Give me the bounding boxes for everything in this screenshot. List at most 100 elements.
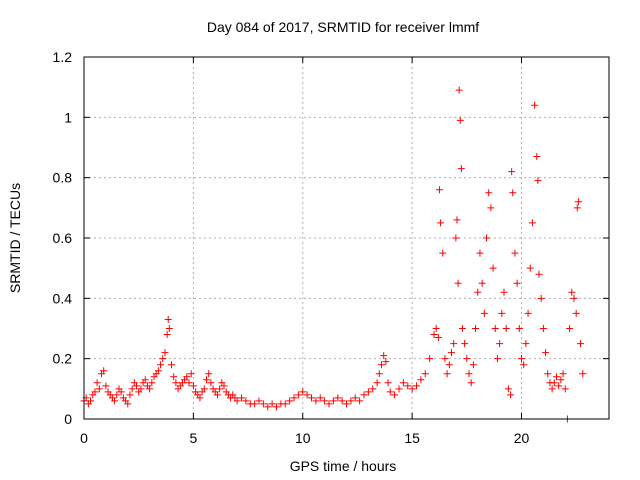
y-tick-label: 0 bbox=[64, 411, 72, 427]
data-point bbox=[154, 367, 162, 375]
y-tick-label: 1 bbox=[64, 109, 72, 125]
data-point bbox=[469, 361, 477, 369]
data-point bbox=[504, 385, 512, 393]
data-point bbox=[522, 340, 530, 348]
chart-title: Day 084 of 2017, SRMTID for receiver lmm… bbox=[207, 19, 479, 35]
data-point bbox=[213, 391, 221, 399]
data-point bbox=[544, 370, 552, 378]
data-point bbox=[364, 388, 372, 396]
data-point bbox=[496, 340, 504, 348]
data-point bbox=[441, 355, 449, 363]
data-points bbox=[80, 86, 587, 423]
data-point bbox=[456, 116, 464, 124]
data-point bbox=[164, 315, 172, 323]
data-point bbox=[148, 379, 156, 387]
data-point bbox=[141, 376, 149, 384]
data-point bbox=[172, 379, 180, 387]
data-point bbox=[498, 309, 506, 317]
data-point bbox=[531, 101, 539, 109]
data-point bbox=[480, 309, 488, 317]
data-point bbox=[408, 385, 416, 393]
data-point bbox=[360, 391, 368, 399]
y-tick-label: 0.8 bbox=[53, 170, 73, 186]
data-point bbox=[264, 403, 272, 411]
data-point bbox=[102, 382, 110, 390]
data-point bbox=[91, 388, 99, 396]
data-point bbox=[290, 394, 298, 402]
x-tick-label: 15 bbox=[404, 430, 420, 446]
data-point bbox=[465, 370, 473, 378]
data-point bbox=[557, 376, 565, 384]
data-point bbox=[146, 385, 154, 393]
data-point bbox=[404, 382, 412, 390]
data-point bbox=[233, 397, 241, 405]
data-point bbox=[566, 325, 574, 332]
data-point bbox=[170, 373, 178, 381]
data-point bbox=[375, 370, 383, 378]
data-point bbox=[347, 397, 355, 405]
axis-ticks: 0 0.2 0.4 0.6 0.8 1 1.2 0 5 10 15 20 bbox=[53, 49, 609, 446]
y-tick-label: 0.6 bbox=[53, 230, 73, 246]
data-point bbox=[472, 325, 480, 332]
data-point bbox=[476, 249, 484, 257]
data-point bbox=[294, 391, 302, 399]
data-point bbox=[417, 376, 425, 384]
data-point bbox=[321, 397, 329, 405]
data-point bbox=[535, 270, 543, 278]
y-tick-label: 0.2 bbox=[53, 351, 73, 367]
data-point bbox=[113, 391, 121, 399]
data-point bbox=[539, 325, 547, 332]
data-point bbox=[281, 400, 289, 408]
data-point bbox=[205, 370, 213, 378]
data-point bbox=[528, 219, 536, 227]
data-point bbox=[500, 288, 508, 296]
data-point bbox=[454, 279, 462, 287]
data-point bbox=[421, 370, 429, 378]
data-point bbox=[483, 234, 490, 242]
data-point bbox=[399, 379, 407, 387]
data-point bbox=[463, 355, 471, 363]
data-point bbox=[548, 385, 556, 393]
data-point bbox=[373, 379, 381, 387]
data-point bbox=[489, 264, 497, 272]
data-point bbox=[126, 391, 134, 399]
data-point bbox=[334, 394, 342, 402]
data-point bbox=[426, 355, 434, 363]
data-point bbox=[325, 400, 333, 408]
x-tick-label: 20 bbox=[514, 430, 530, 446]
x-tick-label: 5 bbox=[189, 430, 197, 446]
data-point bbox=[200, 385, 208, 393]
data-point bbox=[570, 294, 578, 302]
data-point bbox=[312, 397, 320, 405]
data-point bbox=[382, 358, 390, 366]
data-point bbox=[117, 388, 125, 396]
data-point bbox=[268, 400, 276, 408]
plot-frame bbox=[83, 56, 610, 420]
data-point bbox=[308, 394, 315, 402]
data-point bbox=[502, 325, 510, 332]
data-point bbox=[513, 279, 521, 287]
data-point bbox=[526, 264, 534, 272]
data-point bbox=[183, 373, 191, 381]
data-point bbox=[168, 361, 175, 369]
data-point bbox=[509, 189, 517, 197]
data-point bbox=[458, 325, 466, 332]
data-point bbox=[386, 388, 394, 396]
data-point bbox=[553, 373, 560, 381]
data-point bbox=[338, 397, 346, 405]
data-point bbox=[95, 385, 103, 393]
data-point bbox=[286, 397, 294, 405]
data-point bbox=[157, 361, 165, 369]
x-tick-label: 0 bbox=[80, 430, 88, 446]
data-point bbox=[511, 249, 519, 257]
data-point bbox=[220, 382, 228, 390]
data-point bbox=[203, 376, 210, 384]
data-point bbox=[413, 382, 420, 390]
y-axis-label: SRMTID / TECUs bbox=[7, 183, 23, 293]
data-point bbox=[487, 204, 495, 212]
data-point bbox=[351, 394, 359, 402]
data-point bbox=[378, 361, 385, 369]
data-point bbox=[445, 361, 453, 369]
data-point bbox=[559, 370, 567, 378]
